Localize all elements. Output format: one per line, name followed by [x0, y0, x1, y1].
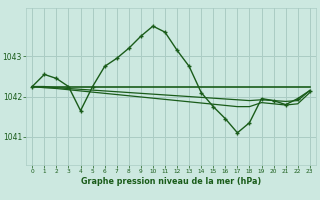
X-axis label: Graphe pression niveau de la mer (hPa): Graphe pression niveau de la mer (hPa) — [81, 177, 261, 186]
